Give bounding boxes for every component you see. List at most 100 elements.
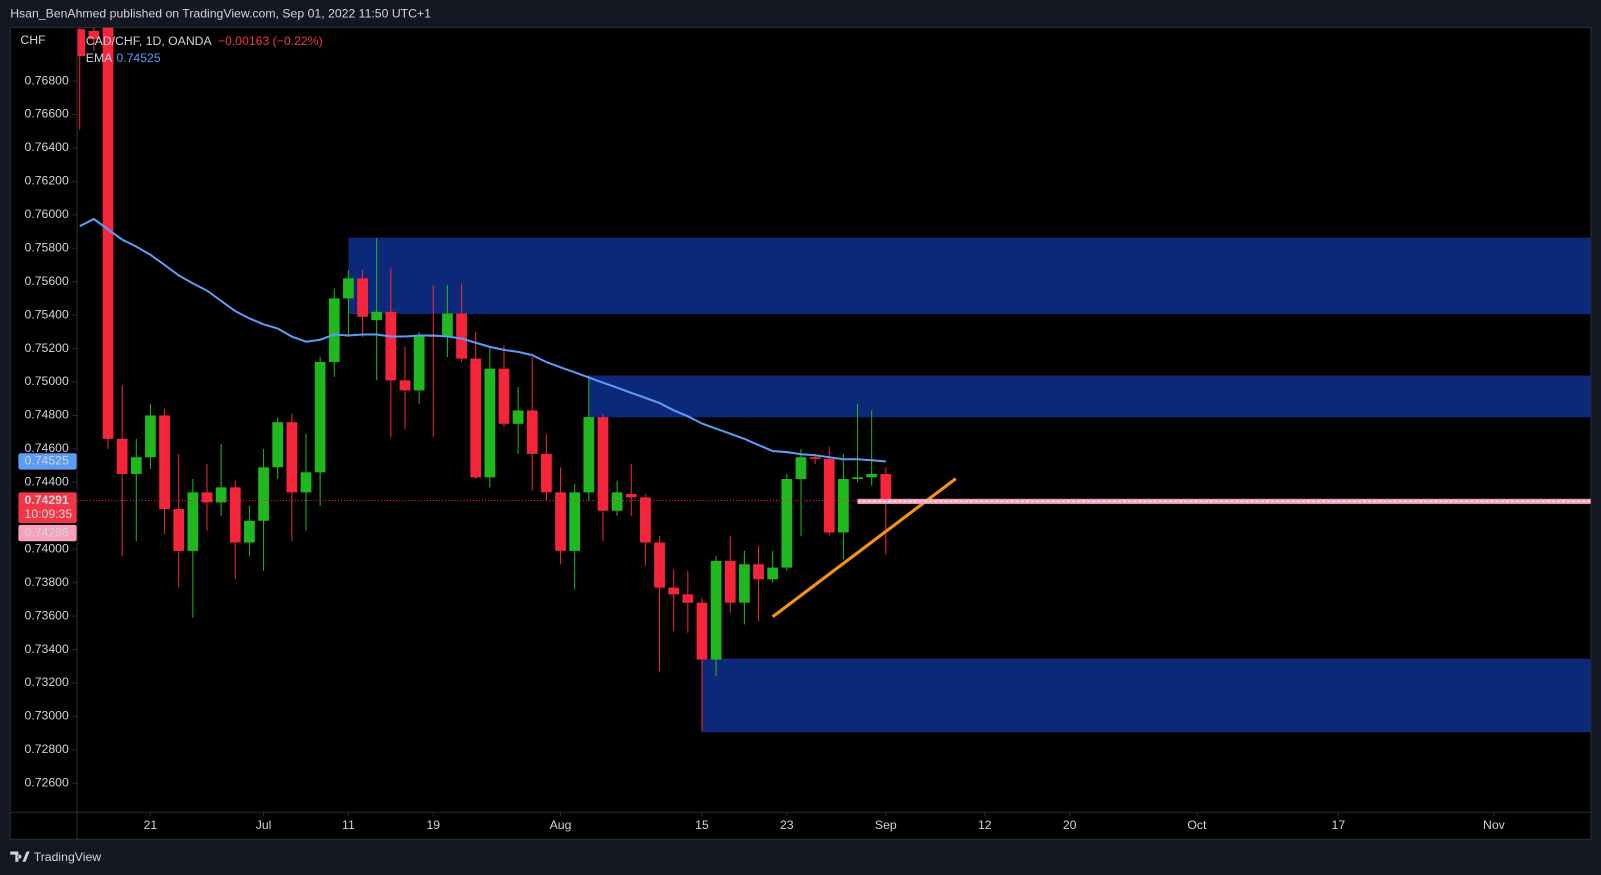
x-tick-label: 23 <box>780 818 794 832</box>
countdown-label: 10:09:35 <box>25 507 73 521</box>
ema-badge <box>18 453 77 470</box>
ema-badge-label: 0.74525 <box>25 454 69 468</box>
x-tick-label: Nov <box>1483 818 1506 832</box>
candle-body <box>272 422 284 468</box>
candle-body <box>583 417 595 493</box>
candle-body <box>569 492 581 551</box>
candle-body <box>442 313 453 337</box>
candle-body <box>696 602 708 660</box>
y-tick-label: 0.73000 <box>25 709 69 723</box>
candle-body <box>668 587 680 595</box>
last-price-badge <box>18 492 77 524</box>
marker-badge <box>18 524 77 542</box>
change: −0.00163 (−0.22%) <box>218 34 323 48</box>
candle-body <box>866 473 878 478</box>
candle-body <box>145 415 156 458</box>
y-unit: CHF <box>20 33 45 47</box>
candle-body <box>300 472 312 493</box>
y-tick-label: 0.76400 <box>25 140 69 154</box>
y-tick-label: 0.73400 <box>25 642 69 656</box>
candle-body <box>116 438 128 474</box>
x-tick-label: 17 <box>1332 818 1346 832</box>
legend-indicator: EMA 0.74525 <box>86 51 161 65</box>
y-tick-label: 0.72600 <box>25 776 69 790</box>
candle-body <box>159 415 170 510</box>
x-tick-label: 12 <box>978 818 992 832</box>
x-tick-label: Oct <box>1187 818 1207 832</box>
candle-body <box>498 368 510 424</box>
last-price-label: 0.74291 <box>25 493 69 507</box>
x-tick-label: 15 <box>695 818 709 832</box>
y-tick-label: 0.75200 <box>25 341 69 355</box>
y-tick-label: 0.75400 <box>25 307 69 321</box>
overlay: 0.72600 0.72800 0.73000 0.73200 0.73400 0.736… <box>18 73 1506 832</box>
y-tick-label: 0.73600 <box>25 608 69 622</box>
candle-body <box>753 564 764 580</box>
ema-line <box>79 217 886 463</box>
y-tick-label: 0.75000 <box>25 374 69 388</box>
candle-body <box>244 520 255 543</box>
y-tick-label: 0.74600 <box>25 441 69 455</box>
y-tick-label: 0.74800 <box>25 408 69 422</box>
y-tick-label: 0.74000 <box>25 541 69 555</box>
candle-body <box>286 422 298 493</box>
y-tick-label: 0.72800 <box>25 742 69 756</box>
candle-body <box>357 278 368 317</box>
candle-body <box>130 457 142 474</box>
candle-body <box>102 27 114 439</box>
y-tick-label: 0.73800 <box>25 575 69 589</box>
published-note: Hsan_BenAhmed published on TradingView.c… <box>10 7 431 21</box>
candle-body <box>328 298 340 362</box>
candle-body <box>625 494 637 498</box>
x-tick-label: Aug <box>550 818 572 832</box>
zone <box>588 375 1591 418</box>
candle-body <box>512 410 524 424</box>
candle-body <box>215 487 227 503</box>
candle-body <box>823 458 835 533</box>
candle-body <box>314 361 326 473</box>
candle-body <box>739 564 750 603</box>
candle-body <box>201 492 213 503</box>
zone <box>348 237 1591 315</box>
y-tick-label: 0.76000 <box>25 207 69 221</box>
y-tick-label: 0.76800 <box>25 73 69 87</box>
price-marker-band <box>857 498 1591 504</box>
x-tick-label: 11 <box>342 818 355 832</box>
plot <box>77 27 1591 733</box>
x-tick-label: 20 <box>1063 818 1077 832</box>
candle-body <box>413 335 425 391</box>
marker-badge-label: 0.74286 <box>25 525 69 539</box>
candle-body <box>795 457 807 479</box>
y-tick-label: 0.74400 <box>25 475 69 489</box>
y-tick-label: 0.76600 <box>25 107 69 121</box>
candle-body <box>456 313 467 359</box>
candle-body <box>229 487 241 543</box>
x-tick-label: 19 <box>426 818 440 832</box>
candle-body <box>767 567 779 580</box>
candle-body <box>541 453 552 493</box>
candle-body <box>809 457 821 459</box>
candle-body <box>555 492 566 551</box>
candle-body <box>781 478 793 568</box>
candle-body <box>597 417 609 511</box>
y-tick-label: 0.76200 <box>25 174 69 188</box>
footer-brand[interactable]: TradingView <box>34 850 102 864</box>
legend-symbol: CAD/CHF, 1D, OANDA −0.00163 (−0.22%) <box>86 34 323 48</box>
candle-body <box>838 478 849 533</box>
candle-body <box>526 410 538 454</box>
candle-body <box>385 311 397 381</box>
candle-body <box>187 492 199 551</box>
candle-body <box>343 278 354 299</box>
candle-body <box>654 542 665 588</box>
candle-body <box>682 594 694 603</box>
candle-body <box>880 473 892 501</box>
candle-body <box>724 560 736 603</box>
candle-body <box>77 29 86 56</box>
y-tick-label: 0.73200 <box>25 675 69 689</box>
candle-body <box>88 30 100 40</box>
candle-body <box>371 311 383 321</box>
candle-body <box>710 560 722 660</box>
y-tick-label: 0.75600 <box>25 274 69 288</box>
